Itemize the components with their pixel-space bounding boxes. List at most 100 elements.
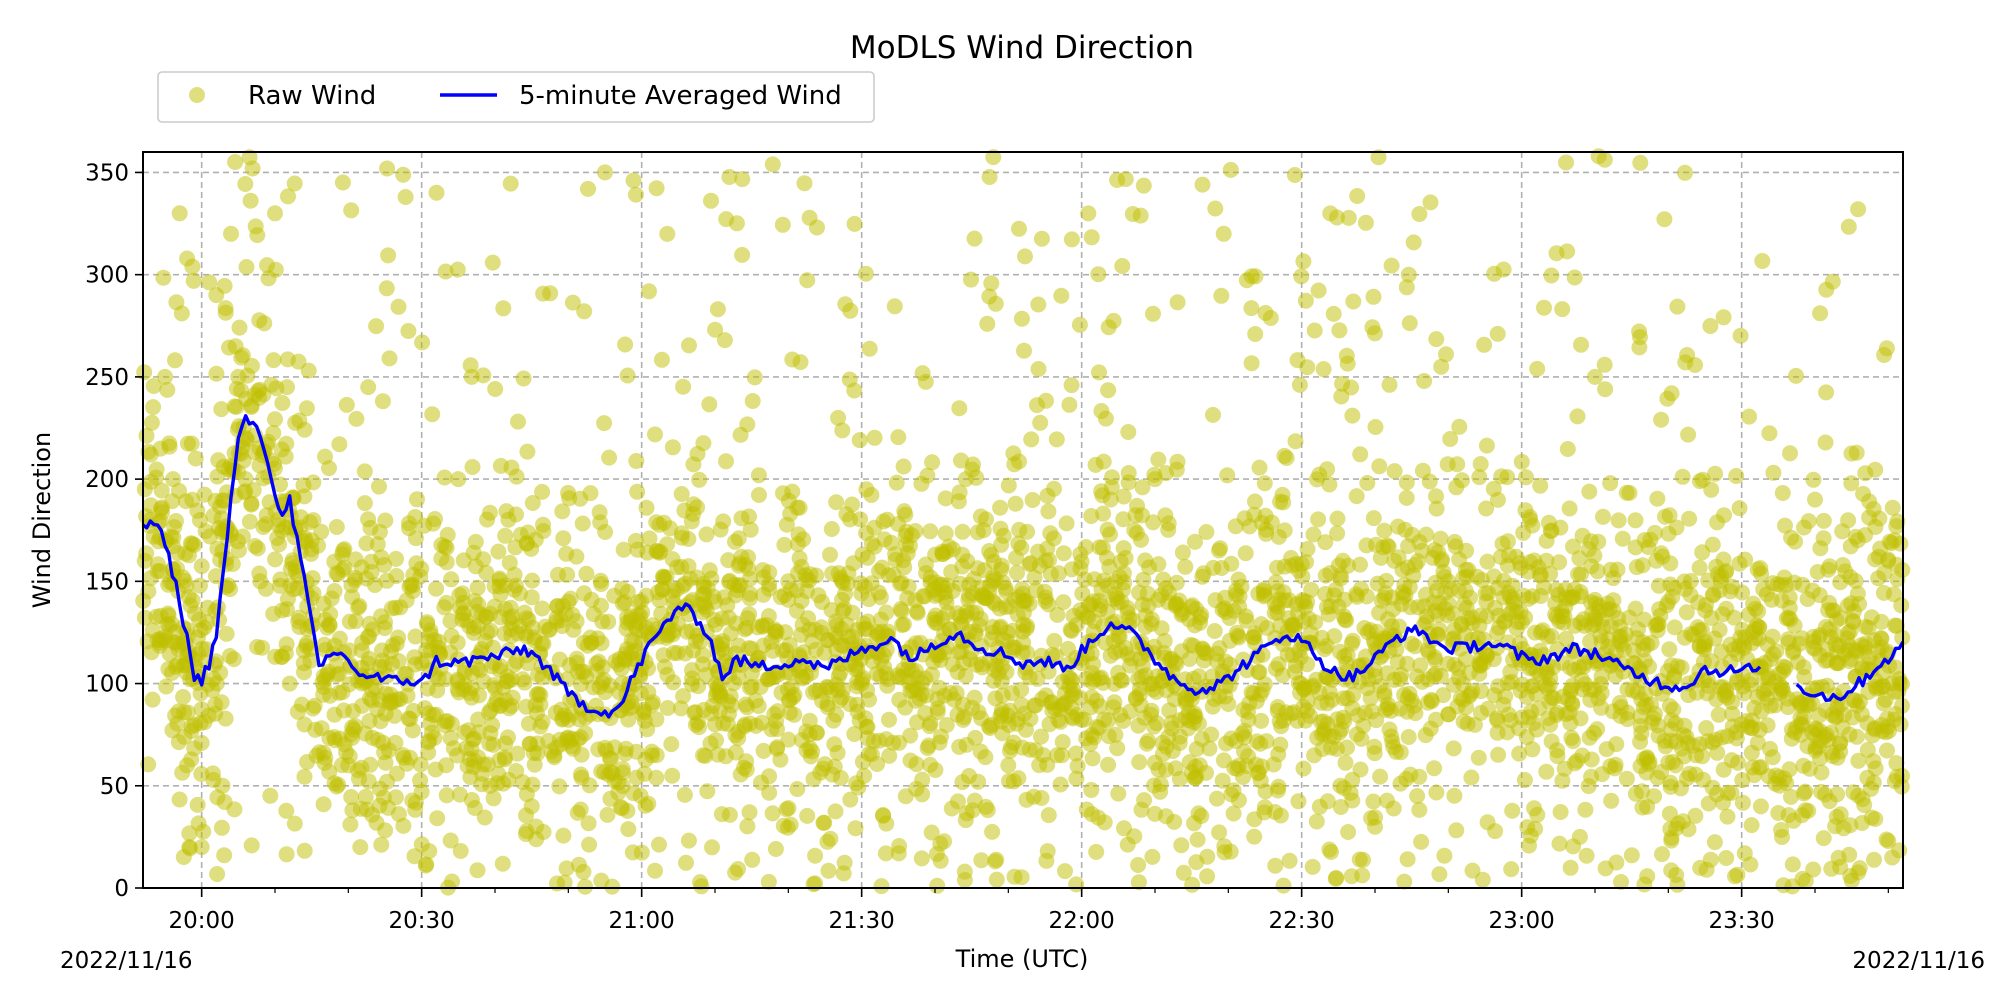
raw-wind-point xyxy=(1842,817,1859,834)
raw-wind-point xyxy=(1635,641,1652,658)
raw-wind-point xyxy=(1352,556,1368,573)
raw-wind-point xyxy=(1005,734,1022,751)
raw-wind-point xyxy=(380,247,397,264)
raw-wind-point xyxy=(1276,447,1293,464)
raw-wind-point xyxy=(1247,493,1263,510)
raw-wind-point xyxy=(596,415,613,432)
raw-wind-point xyxy=(509,745,526,762)
raw-wind-point xyxy=(192,685,209,702)
raw-wind-point xyxy=(1684,737,1701,754)
raw-wind-point xyxy=(1888,755,1905,772)
raw-wind-point xyxy=(1884,499,1901,516)
raw-wind-point xyxy=(1366,325,1383,342)
raw-wind-point xyxy=(1734,678,1751,695)
raw-wind-point xyxy=(979,315,996,332)
raw-wind-point xyxy=(529,745,546,762)
raw-wind-point xyxy=(307,721,324,738)
raw-wind-point xyxy=(1096,711,1113,728)
raw-wind-point xyxy=(1041,552,1057,569)
raw-wind-point xyxy=(1583,558,1600,575)
raw-wind-point xyxy=(189,629,206,646)
raw-wind-point xyxy=(955,711,972,728)
raw-wind-point xyxy=(780,731,797,748)
raw-wind-point xyxy=(620,711,637,728)
raw-wind-point xyxy=(1206,623,1223,639)
raw-wind-point xyxy=(1833,696,1850,713)
raw-wind-point xyxy=(1577,801,1594,818)
raw-wind-point xyxy=(1558,630,1575,647)
raw-wind-point xyxy=(799,807,816,824)
raw-wind-point xyxy=(1033,790,1050,806)
raw-wind-point xyxy=(466,620,482,637)
raw-wind-point xyxy=(209,866,226,882)
raw-wind-point xyxy=(1376,522,1393,539)
raw-wind-point xyxy=(1359,475,1376,491)
raw-wind-point xyxy=(640,684,657,701)
raw-wind-point xyxy=(1339,739,1355,756)
raw-wind-point xyxy=(1067,745,1084,762)
raw-wind-point xyxy=(743,665,760,682)
raw-wind-point xyxy=(497,527,514,544)
raw-wind-point xyxy=(707,716,723,733)
raw-wind-point xyxy=(540,621,557,638)
raw-wind-point xyxy=(1543,267,1560,284)
raw-wind-point xyxy=(328,519,345,535)
raw-wind-point xyxy=(922,523,939,540)
raw-wind-point xyxy=(169,544,186,561)
raw-wind-point xyxy=(1256,799,1273,816)
raw-wind-point xyxy=(658,569,675,586)
raw-wind-point xyxy=(1190,805,1207,822)
raw-wind-point xyxy=(769,703,786,720)
raw-wind-point xyxy=(1411,206,1428,222)
raw-wind-point xyxy=(1709,514,1726,531)
raw-wind-point xyxy=(1773,822,1790,838)
raw-wind-point xyxy=(1100,382,1117,399)
raw-wind-point xyxy=(373,836,390,853)
raw-wind-point xyxy=(1708,691,1725,708)
raw-wind-point xyxy=(1564,677,1581,694)
raw-wind-point xyxy=(1211,640,1228,657)
raw-wind-point xyxy=(895,458,912,475)
raw-wind-point xyxy=(1795,757,1812,774)
raw-wind-point xyxy=(909,604,926,621)
raw-wind-point xyxy=(226,398,243,415)
raw-wind-point xyxy=(1000,757,1017,774)
raw-wind-point xyxy=(407,801,424,818)
raw-wind-point xyxy=(1837,563,1854,580)
raw-wind-point xyxy=(136,364,153,381)
raw-wind-point xyxy=(1134,657,1151,674)
raw-wind-point xyxy=(246,444,262,461)
raw-wind-point xyxy=(1446,533,1463,550)
raw-wind-point xyxy=(1828,655,1845,672)
raw-wind-point xyxy=(739,610,756,627)
raw-wind-point xyxy=(816,814,833,831)
raw-wind-point xyxy=(155,269,172,286)
raw-wind-point xyxy=(633,844,650,861)
raw-wind-point xyxy=(1840,218,1857,235)
raw-wind-point xyxy=(1514,641,1531,657)
raw-wind-point xyxy=(152,630,169,647)
raw-wind-point xyxy=(1549,742,1566,759)
raw-wind-point xyxy=(1355,851,1371,868)
raw-wind-point xyxy=(1126,522,1143,539)
raw-wind-point xyxy=(1629,684,1646,701)
raw-wind-point xyxy=(1132,207,1149,224)
raw-wind-point xyxy=(1634,799,1651,816)
raw-wind-point xyxy=(853,675,870,692)
raw-wind-point xyxy=(1385,739,1402,755)
raw-wind-point xyxy=(379,160,396,177)
raw-wind-point xyxy=(1426,760,1443,777)
raw-wind-point xyxy=(1048,431,1065,448)
raw-wind-point xyxy=(1060,640,1076,657)
raw-wind-point xyxy=(1860,619,1877,636)
raw-wind-point xyxy=(560,484,577,501)
raw-wind-point xyxy=(1851,860,1868,877)
raw-wind-point xyxy=(739,818,756,835)
raw-wind-point xyxy=(1107,644,1124,661)
raw-wind-point xyxy=(1794,870,1811,887)
raw-wind-point xyxy=(742,521,759,538)
raw-wind-point xyxy=(1702,851,1719,868)
raw-wind-point xyxy=(296,842,313,859)
raw-wind-point xyxy=(718,211,735,228)
raw-wind-point xyxy=(715,513,732,530)
